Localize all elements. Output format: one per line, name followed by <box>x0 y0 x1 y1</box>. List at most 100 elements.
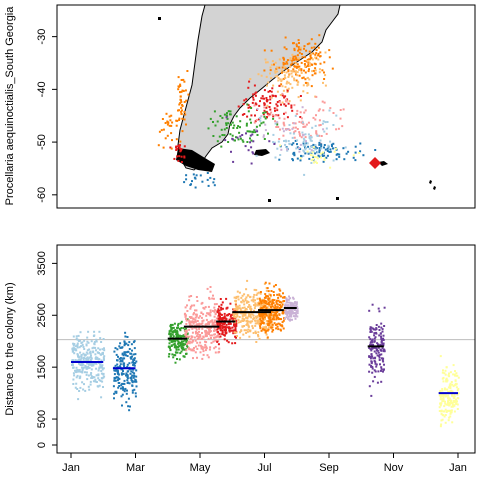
map-point <box>254 120 257 123</box>
distance-point-series-8 <box>369 356 372 358</box>
distance-point-series-1 <box>133 357 136 360</box>
distance-point-series-8 <box>378 310 381 313</box>
distance-point-series-0 <box>76 338 79 341</box>
distance-point-series-3 <box>188 348 191 351</box>
map-point <box>286 62 289 65</box>
colony-marker <box>369 157 381 169</box>
distance-point-series-8 <box>383 306 386 309</box>
map-point <box>262 113 265 116</box>
distance-point-series-0 <box>91 347 94 350</box>
distance-point-series-7 <box>289 297 292 300</box>
distance-point-series-5 <box>262 307 265 310</box>
map-point <box>314 124 317 127</box>
distance-point-series-4 <box>222 333 225 336</box>
distance-point-series-7 <box>284 317 286 320</box>
distance-point-series-7 <box>292 308 295 311</box>
distance-point-series-0 <box>89 352 92 355</box>
distance-point-series-4 <box>223 323 226 326</box>
distance-point-series-2 <box>167 355 170 358</box>
distance-point-series-0 <box>79 339 81 342</box>
distance-point-series-3 <box>194 351 197 354</box>
map-point <box>286 91 289 93</box>
map-point <box>321 122 324 125</box>
distance-point-series-0 <box>76 344 79 347</box>
distance-point-series-0 <box>79 351 82 354</box>
distance-point-series-9 <box>446 403 449 406</box>
distance-point-series-0 <box>97 385 100 388</box>
map-point <box>308 61 311 64</box>
map-point <box>311 70 314 73</box>
distance-point-series-0 <box>98 358 101 361</box>
map-point <box>263 115 266 118</box>
map-point <box>175 124 178 127</box>
map-point <box>291 109 294 112</box>
distance-point-series-5 <box>257 291 260 294</box>
distance-point-series-0 <box>95 362 98 365</box>
distance-point-series-8 <box>375 363 378 366</box>
distance-point-series-9 <box>454 370 456 373</box>
distance-point-series-1 <box>134 395 137 398</box>
map-point <box>230 150 232 153</box>
distance-point-series-5 <box>241 306 244 309</box>
map-point <box>316 150 319 153</box>
map-point <box>251 133 254 136</box>
map-point <box>362 154 365 157</box>
distance-point-series-6 <box>270 312 272 315</box>
distance-point-series-3 <box>195 315 198 318</box>
distance-point-series-3 <box>204 349 207 352</box>
map-point <box>311 63 314 66</box>
distance-point-series-4 <box>228 327 230 330</box>
map-point <box>295 113 298 115</box>
distance-point-series-2 <box>180 320 183 323</box>
distance-point-series-6 <box>270 326 273 329</box>
map-point <box>278 158 281 161</box>
distance-point-series-3 <box>208 331 211 334</box>
distance-point-series-6 <box>282 300 285 303</box>
distance-point-series-1 <box>132 353 135 356</box>
distance-point-series-5 <box>269 324 272 327</box>
distance-point-series-5 <box>237 321 240 324</box>
map-point <box>170 124 173 127</box>
distance-point-series-3 <box>184 313 187 316</box>
distance-point-series-3 <box>205 323 208 326</box>
map-point <box>315 130 318 133</box>
map-point <box>296 80 299 83</box>
distance-point-series-3 <box>190 349 193 352</box>
distance-point-series-3 <box>194 330 197 333</box>
map-point <box>221 134 224 136</box>
map-point <box>227 141 230 143</box>
distance-point-series-6 <box>282 319 285 322</box>
distance-point-series-8 <box>383 363 385 366</box>
map-point <box>293 65 296 68</box>
map-point <box>221 116 224 119</box>
distance-point-series-9 <box>455 372 458 375</box>
distance-point-series-7 <box>292 297 295 300</box>
map-point <box>244 145 247 148</box>
map-point <box>302 142 305 145</box>
map-y-tick-label-1: -40 <box>36 81 48 97</box>
distance-point-series-7 <box>286 311 289 314</box>
distance-point-series-7 <box>286 304 289 307</box>
map-point <box>179 95 182 98</box>
distance-point-series-5 <box>249 305 252 308</box>
map-point <box>281 92 284 95</box>
map-point <box>250 107 253 109</box>
map-point <box>343 158 346 161</box>
distance-point-series-9 <box>441 388 444 390</box>
distance-point-series-8 <box>373 332 376 335</box>
distance-point-series-9 <box>439 389 442 392</box>
map-point <box>242 140 245 143</box>
distance-point-series-8 <box>381 357 383 360</box>
map-point <box>298 48 300 51</box>
map-point <box>264 111 267 114</box>
map-point <box>183 118 186 121</box>
distance-point-series-1 <box>122 357 125 360</box>
map-point <box>309 139 312 142</box>
distance-point-series-6 <box>275 318 278 321</box>
map-point <box>323 144 326 146</box>
distance-point-series-1 <box>123 341 126 344</box>
map-point <box>247 86 250 89</box>
distance-point-series-6 <box>271 305 274 308</box>
distance-point-series-5 <box>238 316 241 318</box>
distance-point-series-3 <box>210 320 213 323</box>
